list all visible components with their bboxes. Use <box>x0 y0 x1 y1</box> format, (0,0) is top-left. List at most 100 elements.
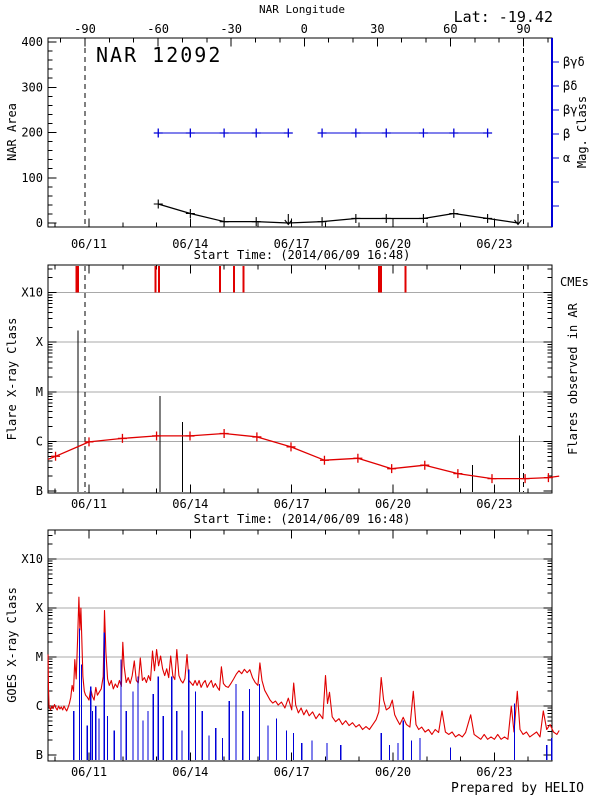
mag-class-marker <box>283 128 293 138</box>
flare-background-marker <box>51 451 61 461</box>
y-tick-label: M <box>36 650 43 664</box>
longitude-tick-label: 0 <box>301 22 308 36</box>
date-tick-label: 06/20 <box>375 765 411 779</box>
panel-frame <box>47 264 553 494</box>
nar-area-marker <box>317 217 327 227</box>
date-tick-label: 06/17 <box>274 237 310 251</box>
panel1-title: NAR 12092 <box>96 43 222 67</box>
y-tick-label: M <box>36 385 43 399</box>
y-tick-label: 300 <box>21 80 43 94</box>
y-tick-label: X <box>36 335 44 349</box>
y-tick-label: 0 <box>36 216 43 230</box>
panel3-y-axis-title: GOES X-ray Class <box>5 587 19 703</box>
mag-class-marker <box>251 128 261 138</box>
mag-class-marker <box>153 128 163 138</box>
nar-area-line <box>158 203 519 224</box>
panel-frame <box>47 529 553 762</box>
nar-area-marker <box>483 213 493 223</box>
flare-background-marker <box>219 428 229 438</box>
longitude-tick-label: -60 <box>147 22 169 36</box>
mag-class-marker <box>185 128 195 138</box>
y-tick-label: X <box>36 601 44 615</box>
flare-background-marker <box>84 437 94 447</box>
flare-background-marker <box>487 474 497 484</box>
y-tick-label: C <box>36 699 43 713</box>
lower-limit-arrow <box>284 214 293 226</box>
mag-class-marker <box>351 128 361 138</box>
date-tick-label: 06/20 <box>375 497 411 511</box>
nar-area-marker <box>251 217 261 227</box>
mag-class-marker <box>219 128 229 138</box>
date-tick-label: 06/14 <box>172 765 208 779</box>
mag-class-tick-label: β <box>563 127 570 141</box>
mag-class-marker <box>381 128 391 138</box>
y-tick-label: B <box>36 748 43 762</box>
goes-flux-line <box>47 596 560 740</box>
nar-area-marker <box>381 213 391 223</box>
y-tick-label: B <box>36 484 43 498</box>
longitude-tick-label: 30 <box>370 22 384 36</box>
mag-class-tick-label: βδ <box>563 79 577 93</box>
y-tick-label: 100 <box>21 171 43 185</box>
flare-background-marker <box>387 464 397 474</box>
flare-background-marker <box>117 433 127 443</box>
flare-background-marker <box>319 455 329 465</box>
flares-observed-axis-title: Flares observed in AR <box>566 302 580 454</box>
longitude-tick-label: -90 <box>74 22 96 36</box>
nar-area-marker <box>351 213 361 223</box>
mag-class-marker <box>317 128 327 138</box>
longitude-tick-label: 60 <box>443 22 457 36</box>
flare-background-marker <box>152 431 162 441</box>
y-tick-label: X10 <box>21 552 43 566</box>
y-tick-label: X10 <box>21 286 43 300</box>
mag-class-tick-label: α <box>563 151 570 165</box>
panel2-x-axis-title: Start Time: (2014/06/09 16:48) <box>194 512 411 526</box>
mag-class-tick-label: βγ <box>563 103 577 117</box>
flare-background-marker <box>286 442 296 452</box>
lower-limit-arrow <box>514 214 522 226</box>
nar-area-marker <box>449 208 459 218</box>
footer-credit: Prepared by HELIO <box>451 781 584 796</box>
flare-background-marker <box>252 432 262 442</box>
y-tick-label: 400 <box>21 35 43 49</box>
y-tick-label: C <box>36 434 43 448</box>
panel1-y-axis-title: NAR Area <box>5 103 19 161</box>
flare-background-marker <box>453 469 463 479</box>
flare-background-marker <box>420 460 430 470</box>
longitude-tick-label: -30 <box>220 22 242 36</box>
date-tick-label: 06/11 <box>71 237 107 251</box>
date-tick-label: 06/14 <box>172 237 208 251</box>
date-tick-label: 06/11 <box>71 497 107 511</box>
date-tick-label: 06/23 <box>476 765 512 779</box>
date-tick-label: 06/14 <box>172 497 208 511</box>
date-tick-label: 06/11 <box>71 765 107 779</box>
nar-area-marker <box>219 217 229 227</box>
flare-background-marker <box>543 473 553 483</box>
flare-background-line <box>47 432 560 480</box>
panel1-x-axis-title: Start Time: (2014/06/09 16:48) <box>194 248 411 262</box>
y-tick-label: 200 <box>21 126 43 140</box>
mag-class-marker <box>418 128 428 138</box>
mag-class-axis-title: Mag. Class <box>575 96 589 168</box>
date-tick-label: 06/17 <box>274 765 310 779</box>
date-tick-label: 06/20 <box>375 237 411 251</box>
panel2-y-axis-title: Flare X-ray Class <box>5 318 19 441</box>
date-tick-label: 06/17 <box>274 497 310 511</box>
nar-longitude-axis-title: NAR Longitude <box>259 3 345 16</box>
latitude-label: Lat: -19.42 <box>454 8 553 26</box>
nar-area-marker <box>185 208 195 218</box>
nar-area-marker <box>153 199 163 209</box>
date-tick-label: 06/23 <box>476 237 512 251</box>
chart-layer: 0 100 200 300 400 -90 -60 -30 0 30 60 90 06/11 06/14 0… <box>21 22 584 779</box>
date-tick-label: 06/23 <box>476 497 512 511</box>
mag-class-marker <box>483 128 493 138</box>
flare-background-marker <box>353 453 363 463</box>
mag-class-marker <box>449 128 459 138</box>
cmes-label: CMEs <box>560 275 589 289</box>
mag-class-tick-label: βγδ <box>563 55 585 69</box>
nar-area-marker <box>418 213 428 223</box>
longitude-tick-label: 90 <box>516 22 530 36</box>
flare-background-marker <box>520 474 530 484</box>
